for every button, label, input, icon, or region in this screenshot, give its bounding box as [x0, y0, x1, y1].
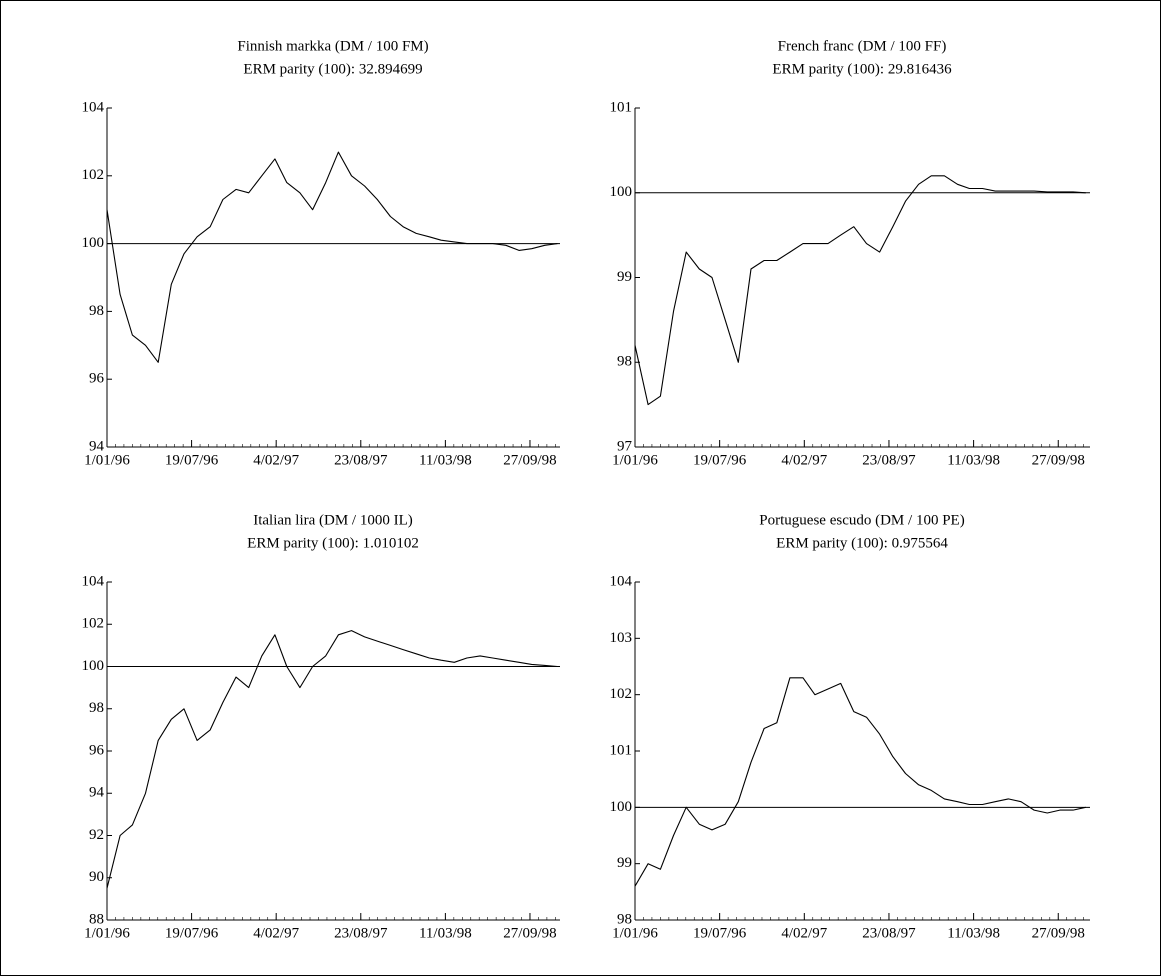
chart-subtitle: ERM parity (100): 29.816436: [772, 61, 952, 77]
y-tick-label: 104: [82, 99, 105, 115]
y-tick-label: 96: [89, 371, 105, 387]
chart-subtitle: ERM parity (100): 0.975564: [776, 535, 948, 551]
y-tick-label: 100: [82, 658, 105, 674]
x-tick-label: 23/08/97: [334, 452, 388, 468]
y-tick-label: 100: [610, 799, 633, 815]
y-tick-label: 101: [610, 99, 633, 115]
chart-title: Finnish markka (DM / 100 FM): [237, 38, 428, 54]
y-tick-label: 98: [617, 911, 632, 927]
x-tick-label: 1/01/96: [84, 925, 130, 941]
x-tick-label: 4/02/97: [781, 925, 827, 941]
x-tick-label: 23/08/97: [334, 925, 388, 941]
y-tick-label: 96: [89, 742, 105, 758]
y-tick-label: 99: [617, 855, 632, 871]
y-tick-label: 94: [89, 785, 105, 801]
series-line: [634, 175, 1086, 406]
x-tick-label: 23/08/97: [862, 925, 916, 941]
x-tick-label: 4/02/97: [253, 925, 299, 941]
y-tick-label: 102: [82, 167, 105, 183]
x-tick-label: 19/07/96: [693, 452, 747, 468]
series-line: [106, 151, 558, 363]
y-tick-label: 103: [610, 630, 633, 646]
x-tick-label: 1/01/96: [612, 452, 658, 468]
x-tick-label: 19/07/96: [693, 925, 747, 941]
x-tick-label: 27/09/98: [503, 925, 556, 941]
x-tick-label: 27/09/98: [503, 452, 556, 468]
y-tick-label: 102: [82, 616, 105, 632]
y-tick-label: 92: [89, 827, 104, 843]
x-tick-label: 27/09/98: [1032, 452, 1085, 468]
y-tick-label: 100: [610, 184, 633, 200]
chart-title: French franc (DM / 100 FF): [778, 38, 947, 54]
y-tick-label: 99: [617, 269, 632, 285]
x-tick-label: 4/02/97: [781, 452, 827, 468]
x-tick-label: 11/03/98: [419, 925, 472, 941]
series-line: [106, 630, 558, 889]
y-tick-label: 104: [610, 573, 633, 589]
chart-subtitle: ERM parity (100): 1.010102: [247, 535, 419, 551]
x-tick-label: 1/01/96: [612, 925, 658, 941]
x-tick-label: 19/07/96: [165, 452, 219, 468]
y-tick-label: 90: [89, 869, 104, 885]
y-tick-label: 104: [82, 573, 105, 589]
y-tick-label: 98: [89, 303, 104, 319]
series-line: [634, 677, 1086, 887]
x-tick-label: 4/02/97: [253, 452, 299, 468]
chart-subtitle: ERM parity (100): 32.894699: [243, 61, 422, 77]
x-tick-label: 11/03/98: [419, 452, 472, 468]
y-tick-label: 97: [617, 438, 633, 454]
x-tick-label: 1/01/96: [84, 452, 130, 468]
x-tick-label: 11/03/98: [947, 925, 1000, 941]
x-tick-label: 11/03/98: [947, 452, 1000, 468]
chart-title: Portuguese escudo (DM / 100 PE): [759, 512, 964, 528]
y-tick-label: 88: [89, 911, 104, 927]
y-tick-label: 98: [617, 354, 632, 370]
x-tick-label: 27/09/98: [1032, 925, 1085, 941]
y-tick-label: 102: [610, 686, 633, 702]
y-tick-label: 98: [89, 700, 104, 716]
x-tick-label: 19/07/96: [165, 925, 219, 941]
x-tick-label: 23/08/97: [862, 452, 916, 468]
chart-title: Italian lira (DM / 1000 IL): [253, 512, 413, 528]
y-tick-label: 94: [89, 438, 105, 454]
y-tick-label: 101: [610, 742, 633, 758]
y-tick-label: 100: [82, 235, 105, 251]
